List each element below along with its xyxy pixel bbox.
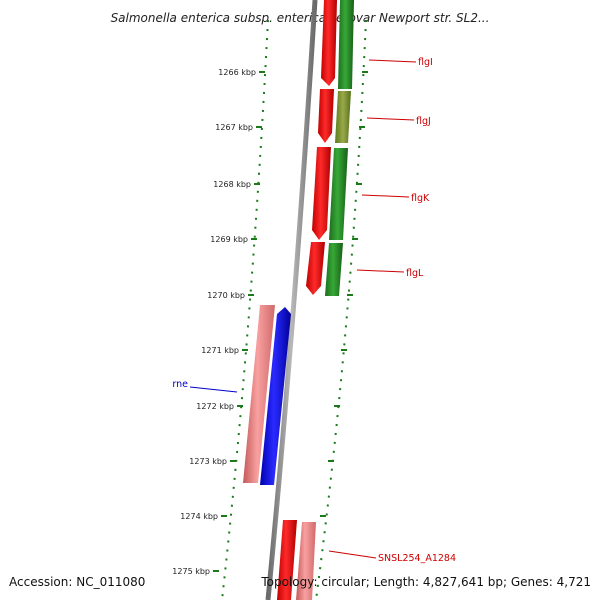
kbp-ticks: 1266 kbp 1267 kbp 1268 kbp 1269 kbp 1270 kbp… [172, 68, 368, 576]
tick-label: 1267 kbp [215, 123, 253, 132]
tick-label: 1266 kbp [218, 68, 256, 77]
gene-label-flgj[interactable]: flgJ [416, 116, 431, 127]
gene-label-flgi[interactable]: flgI [418, 57, 433, 68]
genome-backbone [265, 0, 318, 600]
gene-arrow-flgK-red[interactable] [312, 147, 331, 240]
gene-label-flgk[interactable]: flgK [411, 193, 430, 204]
gene-label-leader [361, 194, 410, 198]
gene-arrow-flgI-green[interactable] [338, 0, 354, 89]
gene-bar-snsl-pink[interactable] [296, 522, 316, 600]
gene-label-snsl254_a1284[interactable]: SNSL254_A1284 [378, 553, 456, 564]
map-title: Salmonella enterica subsp. enterica sero… [111, 11, 490, 25]
gene-arrow-flgJ-olive[interactable] [335, 91, 351, 143]
gene-arrow-flgL-red[interactable] [306, 242, 325, 295]
gene-label-leader [368, 59, 417, 63]
tick-label: 1273 kbp [189, 457, 227, 466]
gene-bar-pseudo-pink[interactable] [243, 305, 275, 483]
outer-dotted-track [221, 19, 269, 600]
gene-label-rne[interactable]: rne [172, 379, 188, 390]
tick-label: 1268 kbp [213, 180, 251, 189]
tick-label: 1271 kbp [201, 346, 239, 355]
gene-arrow-flgL-green[interactable] [325, 243, 343, 296]
tick-label: 1274 kbp [180, 512, 218, 521]
gene-arrow-rne-blue[interactable] [260, 307, 291, 485]
minus-strand-genes [277, 0, 337, 600]
gene-arrow-flgJ-red[interactable] [318, 89, 334, 143]
accession-text: Accession: NC_011080 [9, 575, 145, 589]
tick-label: 1269 kbp [210, 235, 248, 244]
tick-label: 1270 kbp [207, 291, 245, 300]
plus-strand-genes [325, 0, 354, 296]
gene-arrow-flgI-red[interactable] [321, 0, 337, 86]
inner-dotted-track [315, 19, 367, 600]
gene-label-leader [189, 386, 238, 393]
gene-label-flgl[interactable]: flgL [406, 268, 424, 279]
gene-label-leader [356, 269, 405, 273]
topology-text: Topology: circular; Length: 4,827,641 bp… [260, 575, 591, 589]
gene-arrow-flgK-green[interactable] [329, 148, 348, 240]
tick-label: 1272 kbp [196, 402, 234, 411]
tick-label: 1275 kbp [172, 567, 210, 576]
gene-label-leader [366, 117, 415, 121]
gene-labels: flgI flgJ flgK flgL rne SNSL254_A1284 [172, 57, 456, 564]
gene-label-leader [328, 550, 377, 559]
gene-arrow-snsl-red[interactable] [277, 520, 297, 600]
